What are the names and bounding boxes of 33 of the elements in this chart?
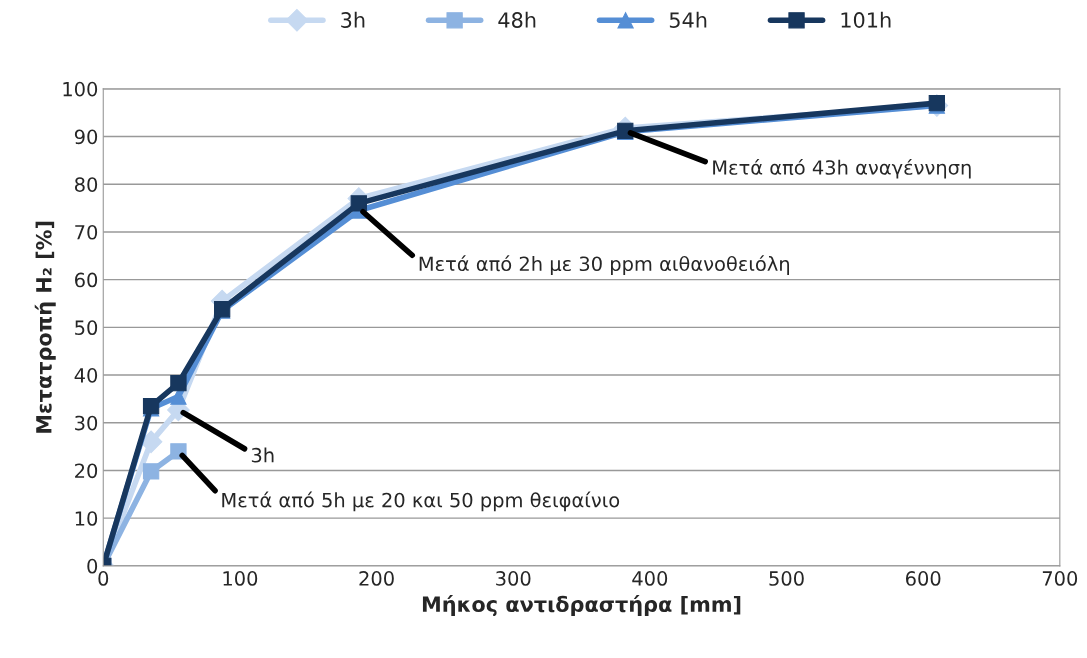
y-tick-label: 20 (75, 463, 98, 479)
annotation: Μετά από 43h αναγέννηση (713, 159, 971, 179)
annotation: 3h (251, 447, 274, 463)
y-axis-title: Μετατροπή H₂ [%] (34, 221, 56, 433)
y-tick-label: 70 (75, 224, 98, 240)
x-tick-label: 300 (496, 571, 531, 586)
y-tick-label: 40 (74, 368, 98, 383)
x-tick-label: 0 (98, 571, 109, 586)
point (142, 463, 160, 480)
y-tick-label: 90 (74, 129, 98, 145)
x-tick-label: 600 (905, 571, 941, 586)
point (170, 388, 187, 405)
x-tick-label: 400 (632, 571, 668, 586)
annotation: Μετά από 5h με 20 και 50 ppm θειφαίνιο (222, 491, 620, 512)
point (170, 375, 187, 392)
x-tick-label: 500 (769, 571, 804, 586)
legend-label: 3h (341, 11, 365, 28)
legend-label: 101h (841, 11, 891, 28)
x-tick-label: 200 (359, 571, 394, 586)
point (350, 195, 367, 212)
y-tick-label: 0 (87, 558, 98, 574)
legend-label: 54h (669, 11, 707, 28)
x-tick-label: 100 (223, 571, 258, 586)
x-tick-label: 700 (1042, 571, 1078, 586)
y-tick-label: 80 (74, 177, 98, 192)
x-axis-title: Μήκος αντιδραστήρα [mm] (422, 595, 741, 617)
legend-label: 48h (498, 11, 536, 28)
y-tick-label: 10 (75, 511, 98, 526)
y-tick-label: 60 (75, 272, 98, 288)
y-tick-label: 100 (63, 81, 98, 97)
annotation: Μετά από 2h με 30 ppm αιθανοθειόλη (419, 255, 789, 275)
y-tick-label: 50 (75, 320, 98, 336)
y-tick-label: 30 (75, 415, 98, 431)
